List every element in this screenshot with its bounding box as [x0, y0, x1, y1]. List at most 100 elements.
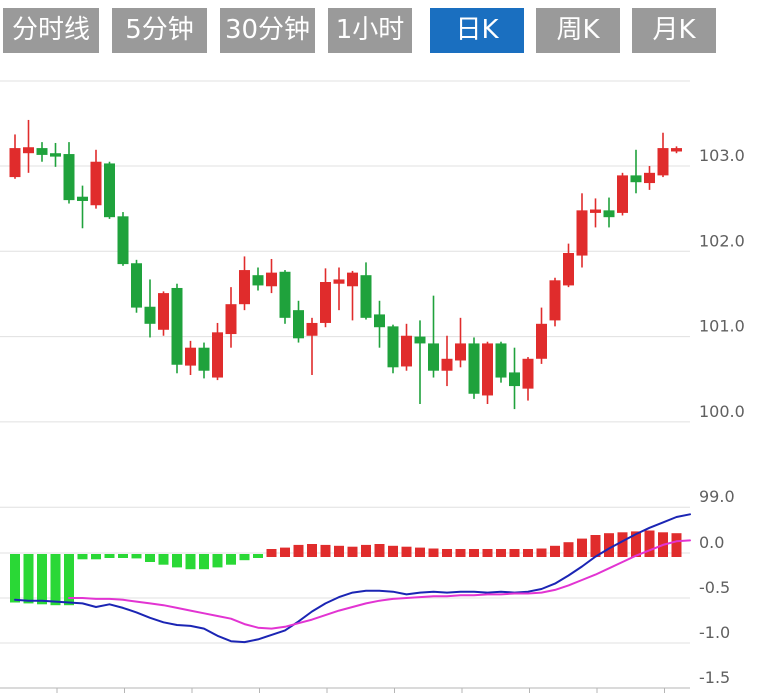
period-toolbar: 分时线 5分钟 30分钟 1小时 日K 周K 月K: [0, 0, 762, 53]
candle-body: [644, 172, 655, 184]
candle-body: [117, 216, 129, 265]
candle-body: [657, 148, 669, 176]
macd-bar: [212, 554, 223, 568]
candle-body: [320, 282, 331, 323]
price-axis-label: 103.0: [699, 146, 745, 165]
candle-body: [495, 343, 507, 378]
candle-body: [536, 323, 547, 359]
macd-bar: [604, 533, 614, 557]
macd-bar: [671, 533, 682, 557]
candle-body: [171, 287, 183, 365]
macd-bar: [442, 549, 452, 557]
candle-body: [50, 153, 61, 157]
candle-body: [374, 314, 385, 328]
candle-body: [549, 280, 561, 321]
candle-body: [455, 343, 466, 361]
candle-body: [185, 347, 196, 366]
macd-bar: [631, 531, 641, 557]
macd-lines-layer: [14, 513, 691, 644]
price-axis-label: 99.0: [699, 487, 735, 506]
macd-bar: [496, 549, 506, 557]
macd-axis-label: -1.5: [699, 668, 730, 687]
macd-bar: [536, 548, 547, 557]
candle-body: [671, 148, 682, 152]
macd-bar: [293, 544, 304, 557]
candle-body: [23, 147, 34, 154]
candle-body: [576, 210, 588, 256]
dea-line: [68, 539, 691, 630]
macd-bar: [523, 549, 533, 557]
macd-bar: [334, 545, 344, 557]
period-button-5min[interactable]: 5分钟: [112, 8, 207, 53]
macd-bar: [77, 554, 88, 560]
macd-bar: [145, 554, 155, 562]
period-button-time-line[interactable]: 分时线: [3, 8, 99, 53]
period-button-weekly-k[interactable]: 周K: [536, 8, 620, 53]
candle-body: [225, 304, 237, 335]
macd-bar: [320, 544, 331, 557]
price-axis-label: 101.0: [699, 317, 745, 336]
macd-bar: [428, 548, 439, 557]
candle-body: [198, 347, 210, 371]
macd-bar: [509, 549, 520, 557]
candle-body: [90, 161, 102, 206]
candle-body: [563, 253, 574, 286]
macd-bar: [361, 544, 371, 557]
macd-bar: [185, 554, 196, 570]
candle-body: [9, 148, 21, 178]
candle-body: [63, 154, 75, 201]
candle-body: [414, 336, 426, 344]
candle-body: [630, 175, 642, 183]
macd-bar: [388, 545, 398, 557]
candle-body: [387, 326, 399, 368]
macd-bar: [347, 546, 358, 557]
macd-bar: [23, 554, 34, 604]
macd-bar: [199, 554, 209, 570]
macd-bar: [253, 554, 263, 558]
candle-body: [212, 332, 223, 378]
macd-bar: [37, 554, 47, 605]
macd-bar: [226, 554, 236, 565]
candle-body: [590, 209, 601, 213]
candle-body: [104, 163, 115, 218]
candle-body: [306, 322, 318, 336]
candle-body: [428, 343, 439, 371]
candle-body: [333, 279, 345, 284]
macd-bar: [644, 530, 655, 557]
macd-bar: [158, 554, 169, 565]
candle-body: [401, 335, 412, 367]
price-axis-label: 100.0: [699, 402, 745, 421]
period-button-30min[interactable]: 30分钟: [220, 8, 315, 53]
macd-axis-label: -1.0: [699, 623, 730, 642]
period-button-daily-k[interactable]: 日K: [430, 8, 524, 53]
candle-body: [617, 175, 628, 213]
period-button-monthly-k[interactable]: 月K: [632, 8, 716, 53]
candle-body: [360, 275, 372, 318]
candle-body: [522, 358, 534, 389]
macd-bar: [374, 544, 385, 557]
macd-bar: [590, 535, 601, 557]
macd-bar: [131, 554, 142, 559]
candle-body: [441, 358, 453, 371]
kline-chart[interactable]: 103.0 102.0 101.0 100.0 99.0 0.0 -0.5 -1.0 -1.5: [0, 80, 762, 694]
period-button-1hour[interactable]: 1小时: [328, 8, 412, 53]
macd-bar: [50, 554, 61, 606]
candle-body: [603, 210, 615, 218]
macd-bar: [455, 549, 466, 557]
macd-bar: [617, 532, 628, 557]
macd-bar: [118, 554, 128, 558]
macd-bar: [550, 545, 560, 557]
macd-axis-label: 0.0: [699, 533, 724, 552]
macd-bar: [577, 538, 587, 557]
macd-bar: [239, 554, 250, 561]
macd-bar: [401, 546, 412, 557]
macd-bar: [266, 549, 277, 557]
candlestick-layer: [9, 119, 682, 410]
macd-bar: [469, 549, 479, 557]
candle-body: [293, 310, 304, 339]
candle-body: [144, 306, 156, 324]
candle-body: [77, 196, 88, 201]
macd-bar: [10, 554, 20, 603]
grid-layer: 103.0 102.0 101.0 100.0 99.0 0.0 -0.5 -1.0 -1.5: [0, 80, 745, 687]
